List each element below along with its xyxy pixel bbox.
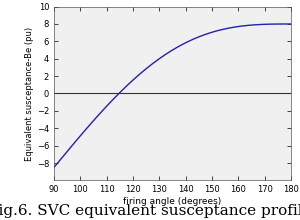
X-axis label: firing angle (degrees): firing angle (degrees) xyxy=(123,197,222,206)
Text: Fig.6. SVC equivalent susceptance profile: Fig.6. SVC equivalent susceptance profil… xyxy=(0,204,300,218)
Y-axis label: Equivalent susceptance-Be (pu): Equivalent susceptance-Be (pu) xyxy=(25,26,34,161)
